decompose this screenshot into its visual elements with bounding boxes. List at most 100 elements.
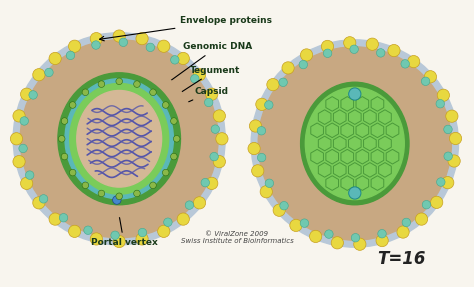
Circle shape (206, 177, 218, 189)
Circle shape (111, 231, 119, 240)
Circle shape (20, 88, 33, 100)
Circle shape (33, 197, 45, 209)
Circle shape (61, 118, 68, 124)
Circle shape (69, 102, 76, 108)
Circle shape (163, 102, 169, 108)
Circle shape (150, 182, 156, 189)
Circle shape (257, 153, 266, 162)
Circle shape (193, 69, 206, 81)
Circle shape (437, 89, 449, 101)
Circle shape (437, 178, 445, 186)
Circle shape (301, 49, 313, 61)
Circle shape (69, 169, 76, 176)
Circle shape (84, 226, 92, 234)
Circle shape (136, 233, 148, 245)
Circle shape (66, 51, 75, 60)
Circle shape (20, 40, 218, 238)
Circle shape (421, 77, 430, 86)
Circle shape (146, 43, 155, 52)
Circle shape (446, 110, 458, 122)
Circle shape (216, 133, 228, 145)
Text: Capsid: Capsid (168, 87, 228, 111)
Circle shape (61, 153, 68, 160)
Circle shape (191, 74, 199, 83)
Circle shape (265, 179, 273, 187)
Circle shape (134, 81, 140, 88)
Text: © ViralZone 2009
Swiss Institute of Bioinformatics: © ViralZone 2009 Swiss Institute of Bioi… (181, 231, 293, 244)
Circle shape (119, 38, 128, 46)
Circle shape (436, 100, 445, 108)
Circle shape (264, 101, 273, 109)
Ellipse shape (305, 88, 404, 199)
Circle shape (69, 225, 81, 237)
Circle shape (171, 153, 177, 160)
Circle shape (248, 142, 260, 155)
Circle shape (408, 55, 420, 68)
Circle shape (300, 219, 309, 227)
Circle shape (444, 125, 452, 134)
Circle shape (173, 135, 180, 142)
Circle shape (90, 32, 102, 45)
Circle shape (59, 214, 68, 222)
Circle shape (323, 49, 332, 57)
Circle shape (171, 118, 177, 124)
Circle shape (279, 78, 287, 87)
Circle shape (290, 219, 302, 232)
Circle shape (171, 56, 179, 64)
Circle shape (351, 234, 360, 242)
Circle shape (177, 52, 190, 65)
Circle shape (113, 235, 125, 248)
Circle shape (164, 218, 172, 226)
Circle shape (401, 60, 410, 68)
Circle shape (13, 33, 225, 245)
Circle shape (430, 196, 443, 208)
Circle shape (273, 204, 285, 216)
Ellipse shape (301, 82, 409, 205)
Circle shape (210, 152, 219, 161)
Text: Portal vertex: Portal vertex (91, 206, 157, 247)
Circle shape (138, 228, 146, 237)
Circle shape (19, 144, 27, 153)
Circle shape (376, 234, 388, 247)
Circle shape (41, 61, 197, 216)
Circle shape (39, 195, 48, 203)
Circle shape (82, 89, 89, 96)
Circle shape (444, 152, 452, 160)
Circle shape (310, 230, 322, 243)
Circle shape (415, 213, 428, 225)
Ellipse shape (70, 84, 169, 194)
Circle shape (10, 133, 23, 145)
Circle shape (252, 165, 264, 177)
Circle shape (69, 40, 81, 52)
Circle shape (256, 98, 268, 110)
Circle shape (163, 169, 169, 176)
Circle shape (424, 71, 437, 83)
Circle shape (116, 193, 122, 199)
Circle shape (350, 45, 358, 53)
Circle shape (213, 156, 226, 168)
Circle shape (376, 49, 385, 57)
Circle shape (98, 190, 105, 197)
Ellipse shape (65, 79, 173, 199)
Circle shape (402, 218, 410, 227)
Circle shape (177, 213, 190, 225)
Circle shape (321, 40, 334, 53)
Circle shape (82, 182, 89, 189)
Circle shape (113, 196, 121, 204)
Circle shape (92, 41, 100, 49)
Circle shape (98, 81, 105, 88)
Circle shape (448, 155, 460, 167)
Ellipse shape (77, 90, 162, 187)
Circle shape (366, 38, 378, 50)
Circle shape (158, 40, 170, 52)
Circle shape (58, 135, 65, 142)
Circle shape (116, 78, 122, 85)
Circle shape (113, 30, 125, 42)
Text: T=16: T=16 (378, 250, 426, 268)
Circle shape (20, 117, 28, 125)
Circle shape (299, 60, 308, 69)
Circle shape (267, 79, 279, 91)
Circle shape (90, 233, 102, 245)
Circle shape (26, 171, 34, 179)
Circle shape (282, 62, 294, 74)
